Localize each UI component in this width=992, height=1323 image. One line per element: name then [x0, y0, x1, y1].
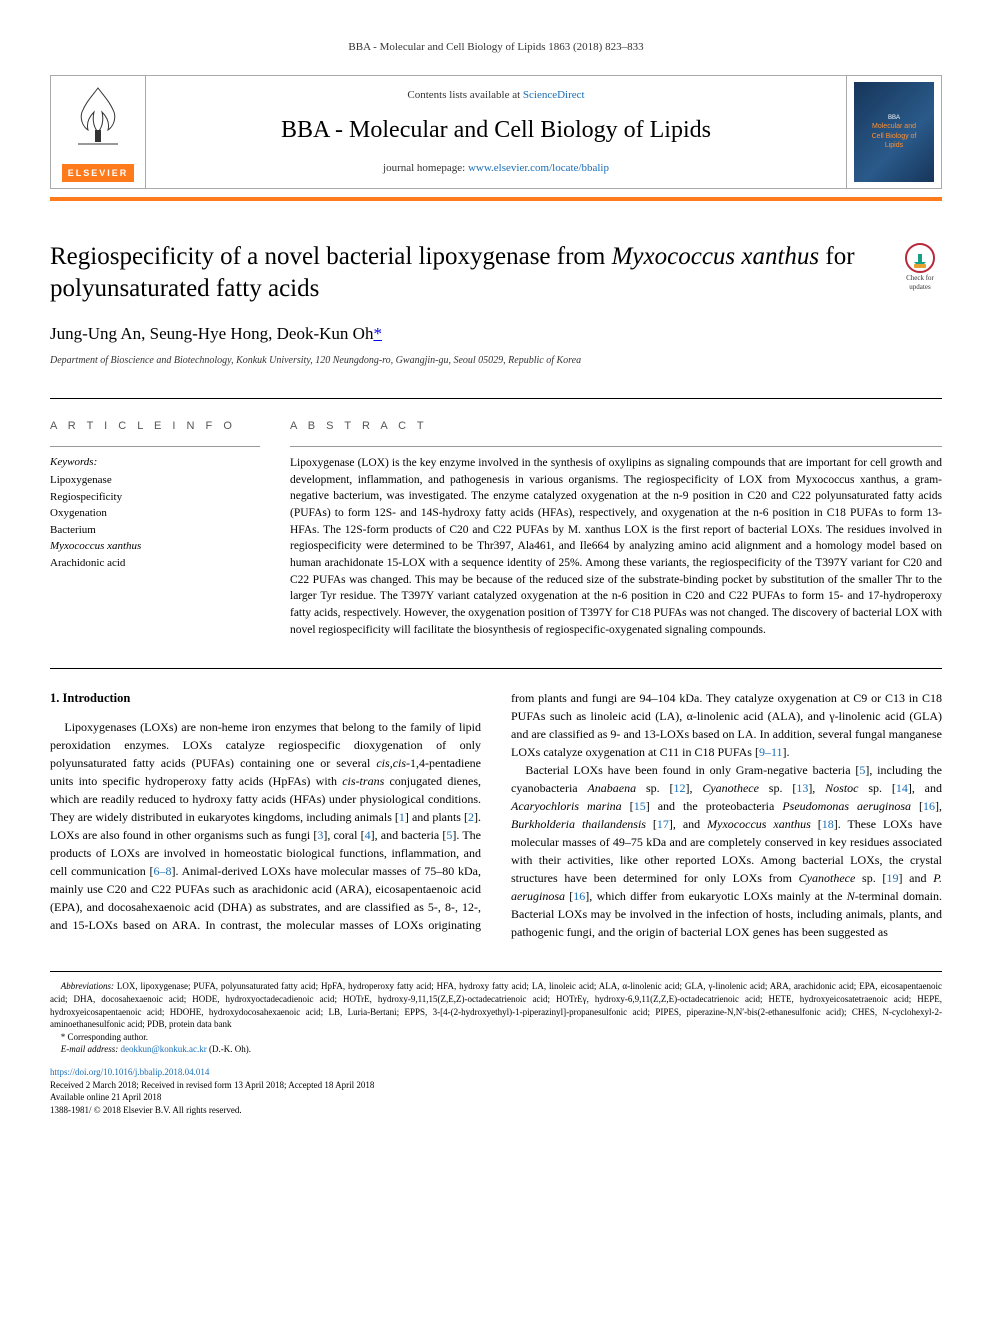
ref-link[interactable]: 18 [822, 817, 834, 831]
ref-link[interactable]: 17 [657, 817, 669, 831]
article-info-col: A R T I C L E I N F O Keywords: Lipoxyge… [50, 419, 260, 639]
ref-link[interactable]: 15 [634, 799, 646, 813]
journal-cover: BBA Molecular and Cell Biology of Lipids [854, 82, 934, 182]
journal-cover-cell: BBA Molecular and Cell Biology of Lipids [846, 76, 941, 188]
corresponding-mark[interactable]: * [373, 324, 382, 343]
cover-line3: Lipids [885, 141, 903, 151]
ref-link[interactable]: 14 [896, 781, 908, 795]
ref-link[interactable]: 13 [796, 781, 808, 795]
contents-line: Contents lists available at ScienceDirec… [407, 88, 584, 103]
section-title: Introduction [63, 691, 131, 705]
article-title: Regiospecificity of a novel bacterial li… [50, 241, 878, 304]
running-header: BBA - Molecular and Cell Biology of Lipi… [50, 40, 942, 55]
rule-above-abstract [50, 398, 942, 399]
journal-title: BBA - Molecular and Cell Biology of Lipi… [281, 114, 711, 148]
check-updates-badge[interactable]: Check for updates [898, 241, 942, 293]
masthead-center: Contents lists available at ScienceDirec… [146, 76, 846, 188]
abstract-heading: A B S T R A C T [290, 419, 942, 434]
rule-below-abstract [50, 668, 942, 669]
section-heading: 1. Introduction [50, 689, 481, 708]
ref-link[interactable]: 12 [673, 781, 685, 795]
keyword: Myxococcus xanthus [50, 538, 260, 555]
footnotes: Abbreviations: LOX, lipoxygenase; PUFA, … [50, 971, 942, 1056]
email-suffix: (D.-K. Oh). [207, 1044, 251, 1054]
homepage-link[interactable]: www.elsevier.com/locate/bbalip [468, 162, 609, 174]
masthead: ELSEVIER Contents lists available at Sci… [50, 75, 942, 189]
homepage-line: journal homepage: www.elsevier.com/locat… [383, 161, 609, 176]
article-info-heading: A R T I C L E I N F O [50, 419, 260, 434]
abbrev-label: Abbreviations: [61, 981, 114, 991]
affiliation: Department of Bioscience and Biotechnolo… [50, 354, 942, 368]
homepage-prefix: journal homepage: [383, 162, 468, 174]
authors-list: Jung-Ung An, Seung-Hye Hong, Deok-Kun Oh [50, 324, 373, 343]
check-updates-label: Check for updates [898, 274, 942, 294]
keyword: Arachidonic acid [50, 555, 260, 572]
keyword: Lipoxygenase [50, 472, 260, 489]
ref-link[interactable]: 6–8 [154, 864, 172, 878]
received-line: Received 2 March 2018; Received in revis… [50, 1079, 942, 1092]
keyword: Bacterium [50, 522, 260, 539]
publication-info: https://doi.org/10.1016/j.bbalip.2018.04… [50, 1066, 942, 1116]
ref-link[interactable]: 5 [859, 763, 865, 777]
info-rule [50, 446, 260, 447]
sciencedirect-link[interactable]: ScienceDirect [523, 89, 585, 101]
ref-link[interactable]: 19 [886, 871, 898, 885]
cover-line2: Cell Biology of [872, 132, 917, 142]
contents-prefix: Contents lists available at [407, 89, 522, 101]
ref-link[interactable]: 9–11 [759, 745, 783, 759]
email-line: E-mail address: deokkun@konkuk.ac.kr (D.… [50, 1043, 942, 1056]
abstract-rule [290, 446, 942, 447]
body-columns: 1. Introduction Lipoxygenases (LOXs) are… [50, 689, 942, 941]
ref-link[interactable]: 16 [923, 799, 935, 813]
ref-link[interactable]: 5 [446, 828, 452, 842]
email-link[interactable]: deokkun@konkuk.ac.kr [120, 1044, 206, 1054]
elsevier-tree-icon [68, 82, 128, 152]
abstract-text: Lipoxygenase (LOX) is the key enzyme inv… [290, 455, 942, 638]
body-para: Bacterial LOXs have been found in only G… [511, 761, 942, 941]
cover-line1: Molecular and [872, 122, 916, 132]
abstract-col: A B S T R A C T Lipoxygenase (LOX) is th… [290, 419, 942, 639]
copyright-line: 1388-1981/ © 2018 Elsevier B.V. All righ… [50, 1104, 942, 1117]
orange-rule [50, 197, 942, 201]
elsevier-label: ELSEVIER [62, 164, 135, 183]
corresponding-note: * Corresponding author. [50, 1031, 942, 1044]
keyword: Oxygenation [50, 505, 260, 522]
publisher-logo-cell: ELSEVIER [51, 76, 146, 188]
keywords-label: Keywords: [50, 455, 260, 470]
section-number: 1. [50, 691, 59, 705]
abbreviations: Abbreviations: LOX, lipoxygenase; PUFA, … [50, 980, 942, 1030]
ref-link[interactable]: 4 [365, 828, 371, 842]
authors: Jung-Ung An, Seung-Hye Hong, Deok-Kun Oh… [50, 322, 942, 346]
email-label: E-mail address: [61, 1044, 118, 1054]
ref-link[interactable]: 3 [317, 828, 323, 842]
keyword: Regiospecificity [50, 489, 260, 506]
available-line: Available online 21 April 2018 [50, 1091, 942, 1104]
ref-link[interactable]: 16 [573, 889, 585, 903]
doi-link[interactable]: https://doi.org/10.1016/j.bbalip.2018.04… [50, 1067, 209, 1077]
ref-link[interactable]: 2 [468, 810, 474, 824]
ref-link[interactable]: 1 [399, 810, 405, 824]
cover-bba: BBA [888, 114, 900, 122]
abbrev-text: LOX, lipoxygenase; PUFA, polyunsaturated… [50, 981, 942, 1029]
